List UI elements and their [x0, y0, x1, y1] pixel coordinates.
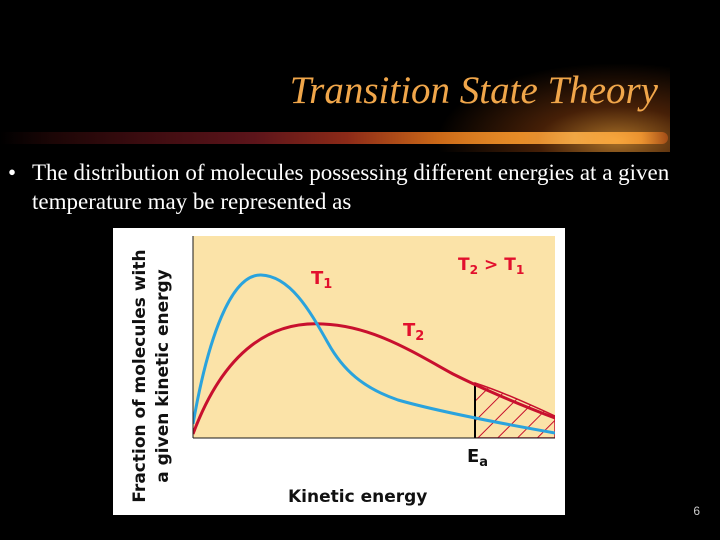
hatched-area-t2: [475, 383, 555, 438]
y-axis-label-line2: a given kinetic energy: [153, 269, 173, 483]
t2-curve: [193, 322, 555, 435]
t2-label: T2: [403, 320, 424, 344]
hatched-area-outline: [474, 381, 555, 438]
slide-title: Transition State Theory: [289, 69, 658, 112]
bullet-icon: •: [8, 160, 17, 185]
x-axis-label: Kinetic energy: [288, 487, 427, 507]
page-number: 6: [693, 504, 700, 518]
energy-distribution-diagram: T1 T2 T2 > T1 Ea Kinetic energy Fraction…: [130, 236, 555, 507]
bullet-text: The distribution of molecules possessing…: [32, 160, 670, 214]
title-glow: [430, 60, 670, 152]
ea-label: Ea: [467, 446, 488, 470]
t1-curve: [193, 273, 555, 435]
t1-label: T1: [311, 268, 332, 292]
energy-distribution-figure: T1 T2 T2 > T1 Ea Kinetic energy Fraction…: [113, 228, 565, 515]
relation-label: T2 > T1: [458, 255, 524, 277]
y-axis-label-line1: Fraction of molecules with: [130, 249, 150, 502]
